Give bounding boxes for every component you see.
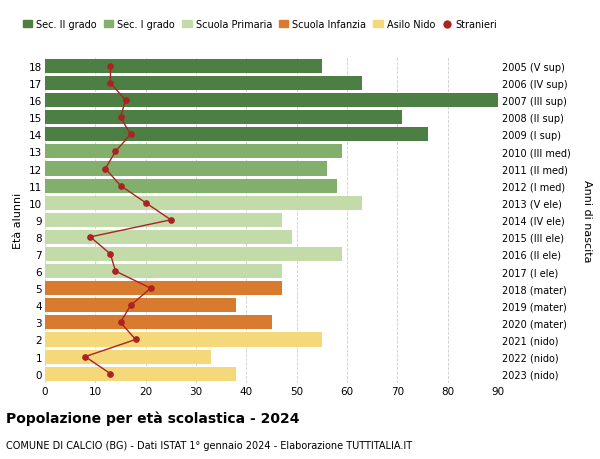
Bar xyxy=(45,128,428,142)
Bar xyxy=(45,179,337,193)
Bar xyxy=(45,60,322,74)
Y-axis label: Anni di nascita: Anni di nascita xyxy=(582,179,592,262)
Bar xyxy=(45,367,236,381)
Bar xyxy=(45,247,342,262)
Bar xyxy=(45,94,498,108)
Y-axis label: Età alunni: Età alunni xyxy=(13,192,23,248)
Bar xyxy=(45,281,281,296)
Bar xyxy=(45,162,327,176)
Bar xyxy=(45,111,403,125)
Bar xyxy=(45,77,362,91)
Bar xyxy=(45,145,342,159)
Text: Popolazione per età scolastica - 2024: Popolazione per età scolastica - 2024 xyxy=(6,411,299,425)
Bar xyxy=(45,230,292,244)
Bar xyxy=(45,333,322,347)
Text: COMUNE DI CALCIO (BG) - Dati ISTAT 1° gennaio 2024 - Elaborazione TUTTITALIA.IT: COMUNE DI CALCIO (BG) - Dati ISTAT 1° ge… xyxy=(6,440,412,450)
Legend: Sec. II grado, Sec. I grado, Scuola Primaria, Scuola Infanzia, Asilo Nido, Stran: Sec. II grado, Sec. I grado, Scuola Prim… xyxy=(23,20,497,30)
Bar xyxy=(45,350,211,364)
Bar xyxy=(45,316,271,330)
Bar xyxy=(45,299,236,313)
Bar xyxy=(45,213,281,227)
Bar xyxy=(45,196,362,210)
Bar xyxy=(45,264,281,279)
